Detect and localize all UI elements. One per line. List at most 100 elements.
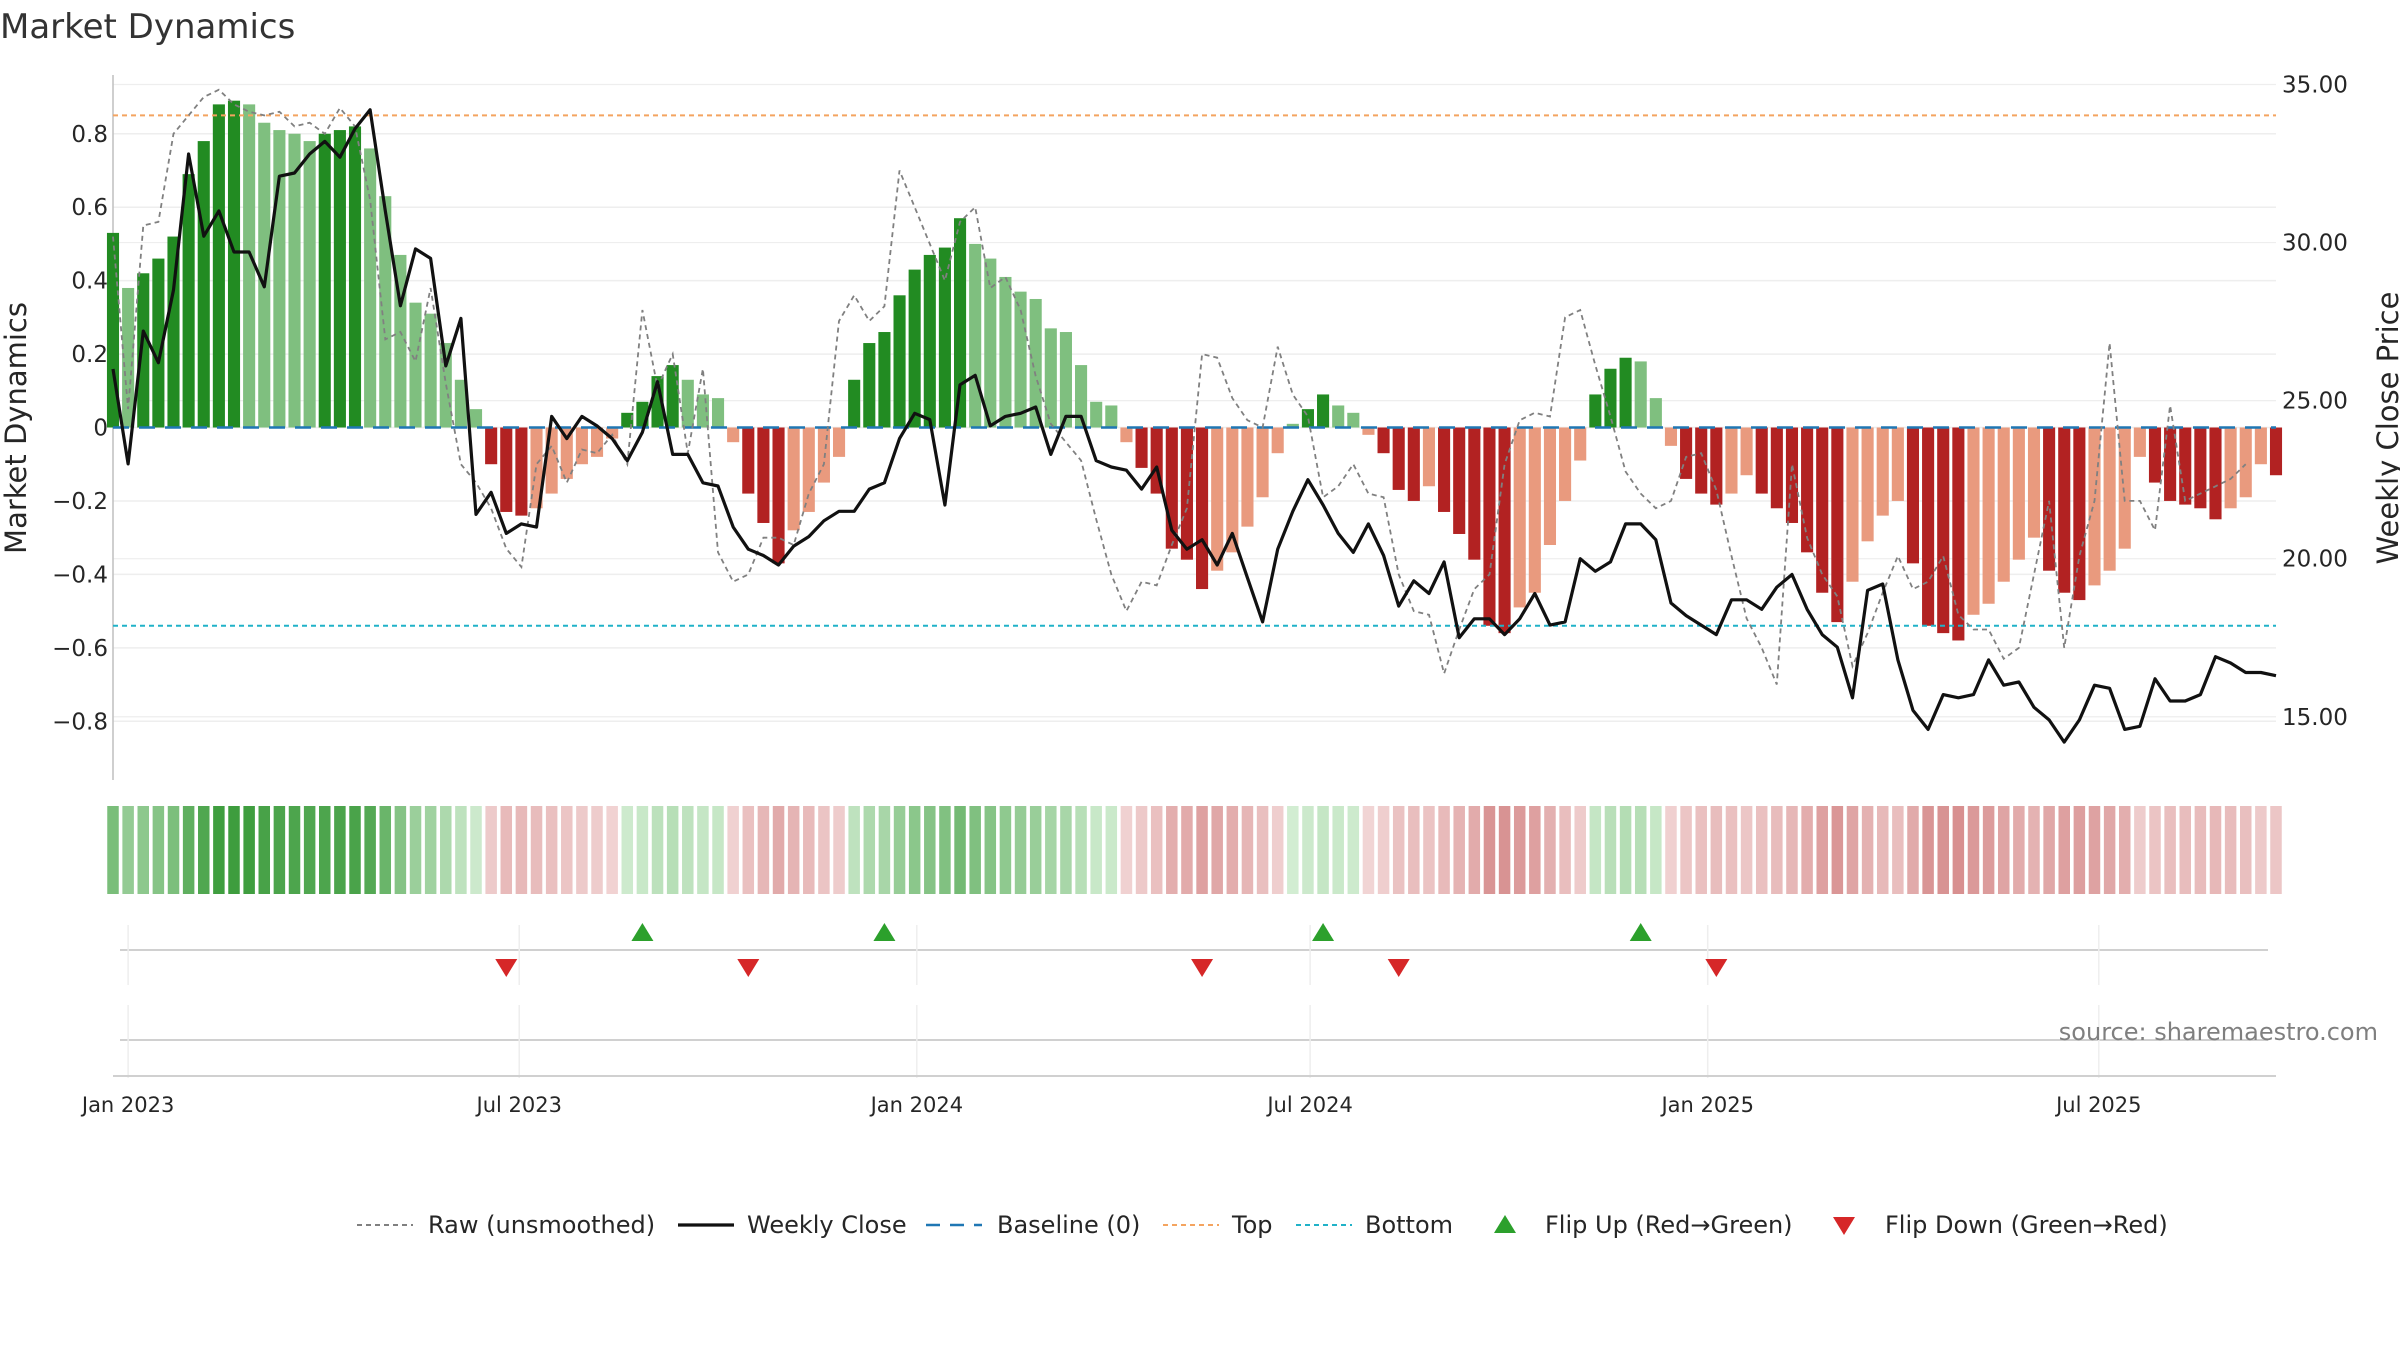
heat-cell: [2118, 806, 2131, 894]
md-bar: [1634, 361, 1647, 428]
heat-cell: [470, 806, 482, 894]
heat-cell: [1135, 806, 1148, 894]
md-bar: [469, 409, 483, 428]
md-bar: [1347, 412, 1360, 428]
md-bar: [727, 427, 740, 443]
right-tick-label: 35.00: [2282, 72, 2348, 98]
md-bar: [1937, 427, 1950, 634]
md-bar: [333, 130, 346, 428]
legend-swatch-flip-up: [1494, 1215, 1516, 1233]
md-bar: [2148, 427, 2162, 483]
md-bar: [2194, 427, 2207, 509]
md-bar: [303, 141, 316, 428]
md-bar: [1619, 357, 1632, 428]
heat-cell: [1150, 806, 1163, 894]
date-axis: Jan 2023 Jul 2023 Jan 2024 Jul 2024 Jan 2025…: [80, 1093, 2142, 1117]
md-bar: [2103, 427, 2116, 571]
legend-label: Weekly Close: [747, 1211, 907, 1239]
md-bar: [984, 258, 997, 428]
heat-cell: [1513, 806, 1526, 894]
heat-cell: [1332, 806, 1344, 894]
heat-cell: [1377, 806, 1390, 894]
heat-cell: [697, 806, 709, 894]
legend-label: Flip Up (Red→Green): [1545, 1211, 1793, 1239]
left-tick-label: −0.2: [52, 489, 108, 515]
md-bar: [1029, 298, 1042, 428]
heat-cell: [409, 806, 422, 894]
md-bar: [454, 379, 467, 428]
md-bar: [1952, 427, 1965, 641]
heat-cell: [1937, 806, 1949, 894]
left-axis: 0.8 0.6 0.4 0.2 0 −0.2 −0.4 −0.6 −0.8: [52, 122, 108, 736]
md-bar: [1755, 427, 1768, 494]
md-bar: [137, 273, 150, 428]
heat-cell: [2270, 806, 2282, 894]
md-bar: [1211, 427, 1224, 571]
md-bar: [2027, 427, 2041, 538]
heat-cell: [939, 806, 951, 894]
heat-cell: [818, 806, 830, 894]
md-bar: [288, 133, 301, 428]
bars-layer: [106, 100, 2283, 641]
md-bar: [122, 287, 135, 428]
heat-cell: [379, 806, 392, 894]
heat-cell: [636, 806, 649, 894]
heat-cell: [1211, 806, 1223, 894]
md-bar: [787, 427, 800, 531]
md-bar: [1574, 427, 1587, 461]
right-axis-label: Weekly Close Price: [2371, 292, 2400, 565]
heat-cell: [727, 806, 739, 894]
flip-down-marker: [1191, 959, 1214, 977]
heat-cell: [1801, 806, 1813, 894]
md-bar: [893, 295, 906, 428]
heat-cell: [2103, 806, 2116, 894]
heat-cell: [1423, 806, 1435, 894]
heat-cell: [984, 806, 997, 894]
heat-cell: [1014, 806, 1027, 894]
heat-cell: [682, 806, 694, 894]
md-bar: [1559, 427, 1572, 501]
md-bar: [2012, 427, 2025, 560]
md-bar: [152, 258, 165, 428]
heat-cell: [1196, 806, 1208, 894]
md-bar: [212, 104, 225, 428]
left-tick-label: −0.6: [52, 636, 108, 662]
heat-cell: [1271, 806, 1284, 894]
md-bar: [621, 412, 634, 428]
md-bar: [575, 427, 588, 465]
md-bar: [848, 379, 861, 428]
md-bar: [1906, 427, 1920, 564]
md-bar: [1286, 423, 1299, 428]
heat-cell: [908, 806, 921, 894]
heat-cell: [1740, 806, 1753, 894]
md-bar: [2043, 427, 2056, 571]
heat-cell: [122, 806, 134, 894]
heat-cell: [1786, 806, 1798, 894]
md-bar: [938, 247, 951, 428]
md-bar: [2058, 427, 2071, 593]
heat-cell: [1831, 806, 1844, 894]
source-note: source: sharemaestro.com: [2059, 1018, 2378, 1046]
left-tick-label: −0.8: [52, 709, 108, 735]
md-bar: [1135, 427, 1148, 468]
md-bar: [1256, 427, 1269, 498]
heat-cell: [651, 806, 664, 894]
md-bar: [2073, 427, 2086, 601]
md-bar: [1861, 427, 1874, 542]
md-bar: [182, 174, 195, 428]
date-tick-label: Jul 2024: [1265, 1093, 1352, 1117]
md-bar: [1664, 427, 1678, 446]
reference-lines: [113, 114, 2276, 627]
right-tick-label: 15.00: [2282, 705, 2348, 731]
heat-cell: [1589, 806, 1602, 894]
md-bar: [772, 427, 785, 564]
md-bar: [1967, 427, 1980, 615]
heat-cell: [999, 806, 1012, 894]
md-bar: [999, 276, 1012, 428]
legend-swatch-flip-down: [1833, 1217, 1855, 1235]
md-bar: [1468, 427, 1481, 560]
heat-cell: [1952, 806, 1965, 894]
legend: Raw (unsmoothed) Weekly Close Baseline (0)…: [357, 1211, 2168, 1239]
md-bar: [832, 427, 846, 457]
md-bar: [1740, 427, 1753, 476]
